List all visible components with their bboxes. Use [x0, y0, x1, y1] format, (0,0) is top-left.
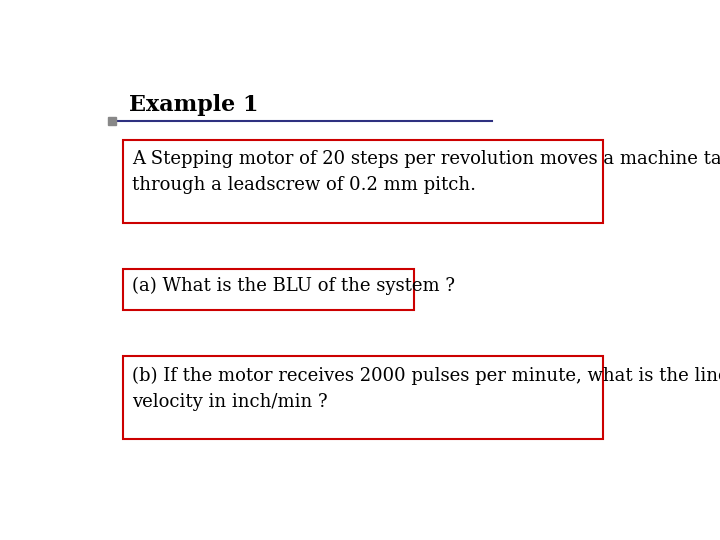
- Text: (b) If the motor receives 2000 pulses per minute, what is the linear
velocity in: (b) If the motor receives 2000 pulses pe…: [132, 366, 720, 411]
- FancyBboxPatch shape: [124, 140, 603, 223]
- FancyBboxPatch shape: [124, 268, 414, 310]
- Text: Example 1: Example 1: [129, 94, 258, 116]
- Text: (a) What is the BLU of the system ?: (a) What is the BLU of the system ?: [132, 277, 455, 295]
- FancyBboxPatch shape: [124, 356, 603, 439]
- Text: A Stepping motor of 20 steps per revolution moves a machine table
through a lead: A Stepping motor of 20 steps per revolut…: [132, 150, 720, 194]
